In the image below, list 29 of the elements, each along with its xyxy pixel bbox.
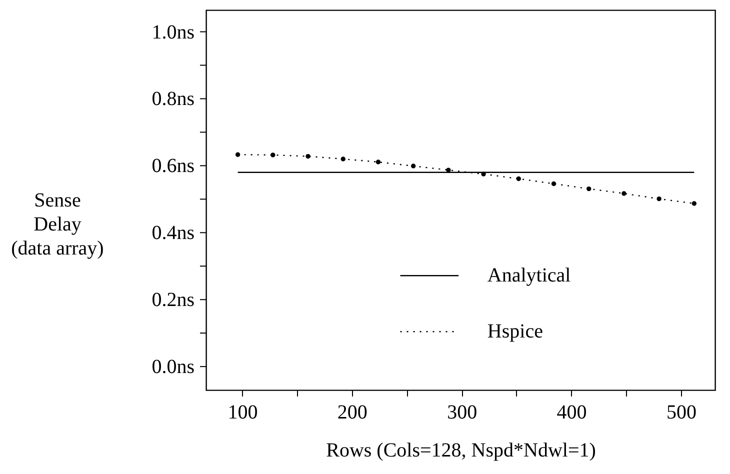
y-tick-label: 0.4ns xyxy=(152,222,195,244)
x-tick-label: 300 xyxy=(447,402,478,424)
y-tick-label: 0.0ns xyxy=(152,356,195,378)
point xyxy=(586,186,592,192)
y-tick-label: 0.6ns xyxy=(152,155,195,178)
point xyxy=(516,176,521,182)
point xyxy=(376,160,381,164)
x-tick-label: 100 xyxy=(228,402,258,424)
point xyxy=(270,152,276,158)
x-tick-label: 200 xyxy=(337,402,368,424)
point xyxy=(656,196,662,202)
point xyxy=(692,201,696,206)
point xyxy=(306,154,310,159)
y-tick-label: 1.0ns xyxy=(152,21,195,44)
legend-label: Hspice xyxy=(487,320,544,343)
point xyxy=(235,152,240,157)
point xyxy=(551,181,556,186)
point xyxy=(622,191,626,196)
y-tick-label: 0.8ns xyxy=(152,88,195,110)
point xyxy=(340,156,346,162)
legend-label: Analytical xyxy=(487,264,572,287)
point xyxy=(446,168,451,172)
x-tick-label: 400 xyxy=(556,402,587,424)
x-axis-title: Rows (Cols=128, Nspd*Ndwl=1) xyxy=(326,440,596,462)
x-tick-label: 500 xyxy=(666,402,696,424)
point xyxy=(481,172,486,176)
y-axis-title: Sense Delay (data array) xyxy=(11,190,104,260)
point xyxy=(410,164,416,168)
y-tick-label: 0.2ns xyxy=(152,289,195,312)
